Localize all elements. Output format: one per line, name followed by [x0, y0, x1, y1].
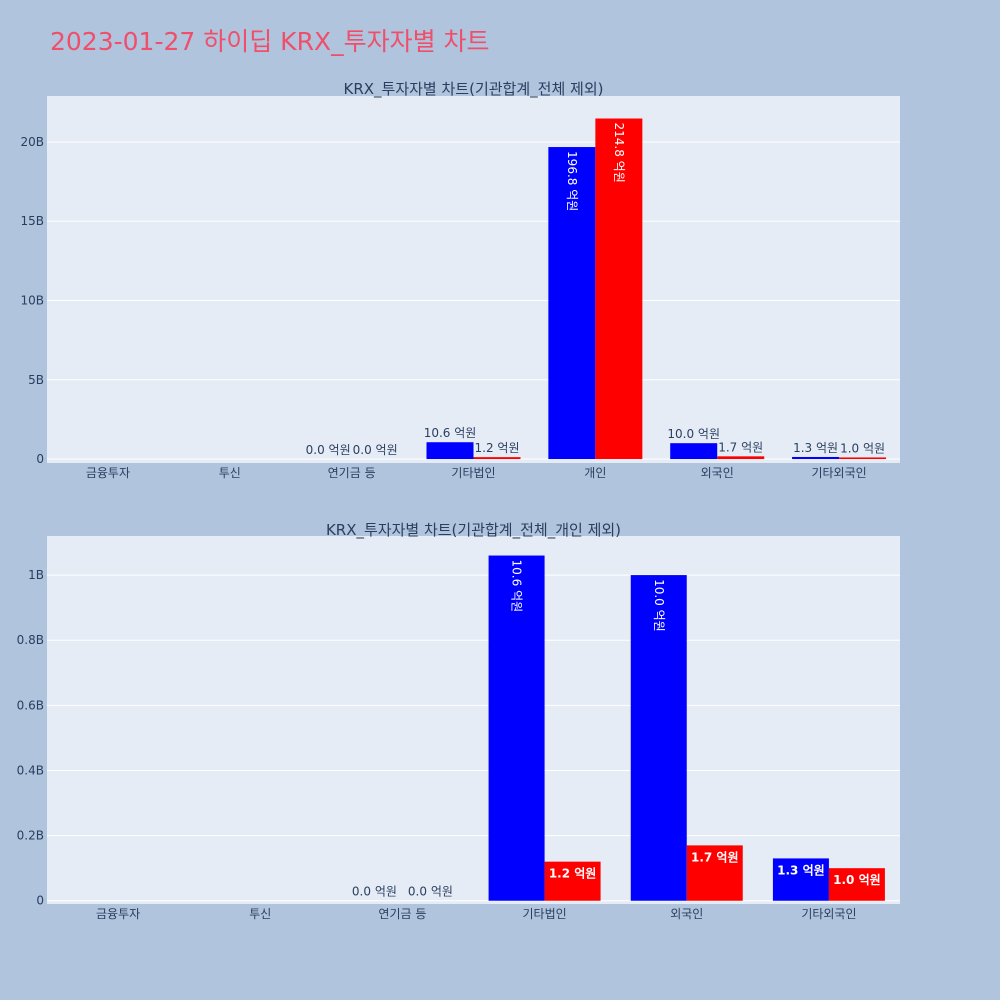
data-label: 1.3 억원 [777, 863, 825, 877]
data-label: 0.0 억원 [352, 885, 397, 899]
plot-area [47, 536, 900, 904]
x-tick-label: 금융투자 [86, 466, 130, 480]
x-tick-label: 기타외국인 [801, 907, 856, 921]
data-label: 1.7 억원 [718, 440, 763, 454]
y-tick-label: 0.4B [17, 763, 44, 777]
data-label: 10.6 억원 [424, 426, 477, 440]
data-label: 1.0 억원 [840, 441, 885, 455]
y-tick-label: 5B [28, 373, 44, 387]
y-tick-label: 10B [20, 294, 44, 308]
bar [548, 147, 596, 460]
x-tick-label: 기타외국인 [811, 466, 866, 480]
x-tick-label: 기타법인 [451, 466, 495, 480]
data-label: 0.0 억원 [306, 443, 351, 457]
x-tick-label: 투신 [219, 466, 241, 480]
y-tick-label: 0.8B [17, 633, 44, 647]
data-label: 10.0 억원 [652, 579, 666, 632]
bar [544, 861, 601, 901]
data-label: 0.0 억원 [353, 443, 398, 457]
chart-title: KRX_투자자별 차트(기관합계_전체 제외) [344, 80, 604, 99]
y-tick-label: 15B [20, 214, 44, 228]
data-label: 1.7 억원 [691, 850, 739, 864]
bar [839, 457, 887, 460]
data-label: 214.8 억원 [612, 123, 626, 183]
chart-investor-all: 0 5B 10B 15B 20B KRX_투자자별 차트(기관합계_전체 제외) 금융투자 투… [20, 80, 900, 480]
chart-title: KRX_투자자별 차트(기관합계_전체_개인 제외) [326, 521, 621, 540]
y-tick-label: 0 [36, 452, 44, 466]
bar [792, 456, 840, 460]
bar [686, 845, 743, 901]
y-tick-label: 0 [36, 894, 44, 908]
bar [426, 442, 474, 460]
data-label: 10.6 억원 [510, 560, 524, 613]
x-tick-label: 외국인 [670, 907, 703, 921]
bar [473, 457, 521, 460]
bar [828, 868, 885, 901]
data-label: 0.0 억원 [408, 885, 453, 899]
x-tick-label: 연기금 등 [328, 466, 376, 480]
data-label: 10.0 억원 [667, 427, 720, 441]
data-label: 1.3 억원 [793, 441, 838, 455]
data-label: 1.2 억원 [549, 867, 597, 881]
data-label: 1.0 억원 [833, 873, 881, 887]
y-tick-label: 0.2B [17, 829, 44, 843]
x-tick-label: 금융투자 [96, 907, 140, 921]
bar [772, 858, 829, 901]
bar [595, 118, 643, 460]
x-tick-label: 연기금 등 [378, 907, 426, 921]
data-label: 1.2 억원 [475, 441, 520, 455]
data-label: 196.8 억원 [565, 151, 579, 211]
y-tick-label: 0.6B [17, 698, 44, 712]
x-tick-label: 기타법인 [522, 907, 566, 921]
page-title: 2023-01-27 하이딥 KRX_투자자별 차트 [50, 27, 490, 56]
y-tick-label: 1B [28, 568, 44, 582]
chart-investor-excl-individual: 0 0.2B 0.4B 0.6B 0.8B 1B KRX_투자자별 차트(기관합계_전체_개… [17, 521, 900, 921]
y-tick-label: 20B [20, 135, 44, 149]
bar [488, 555, 545, 901]
x-tick-label: 개인 [584, 466, 606, 480]
bar [670, 443, 718, 460]
x-tick-label: 투신 [249, 907, 271, 921]
plot-area [47, 96, 900, 463]
x-tick-label: 외국인 [701, 466, 734, 480]
bar [630, 575, 687, 901]
bar [717, 456, 765, 460]
